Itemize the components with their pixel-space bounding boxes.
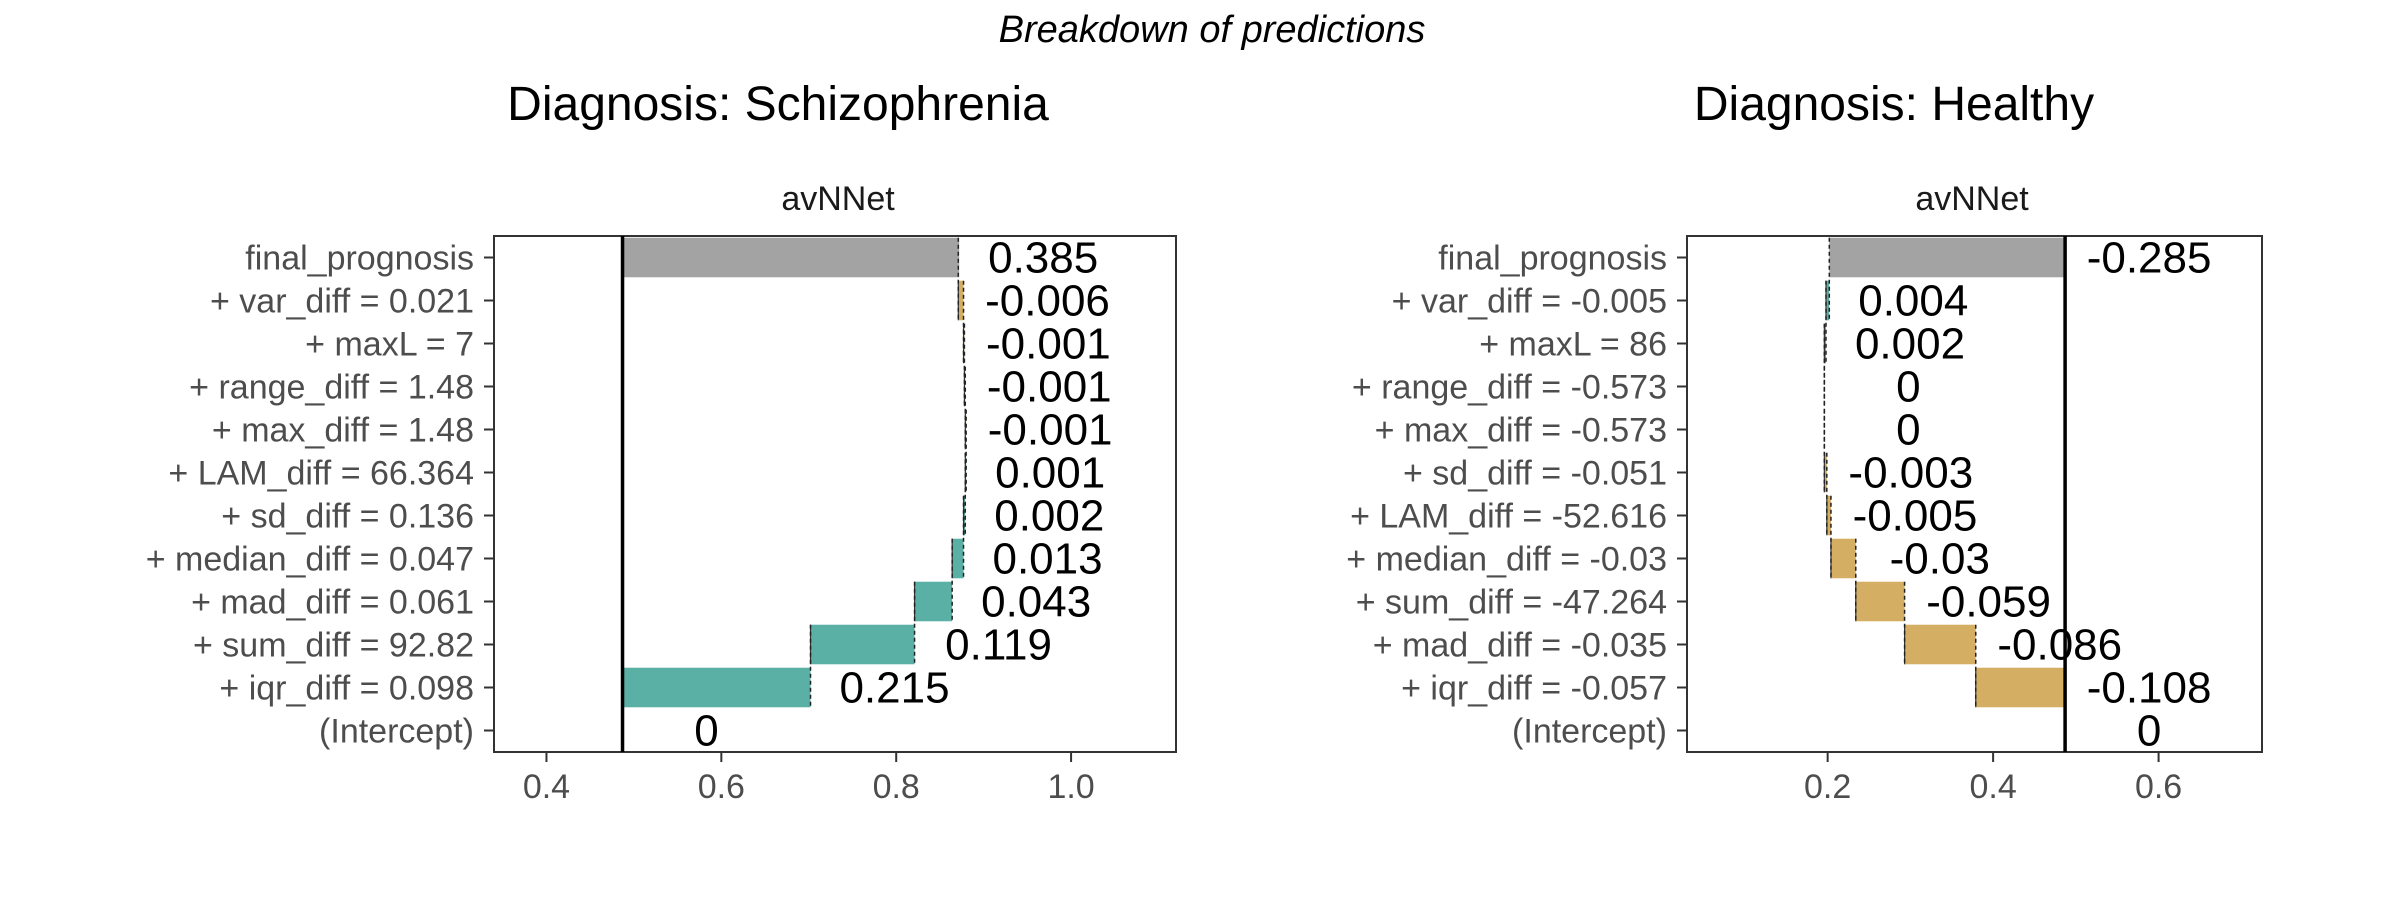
value-label: 0.119	[945, 621, 1052, 670]
y-tick-label: + sum_diff = 92.82	[193, 627, 474, 665]
bar-sum-diff-47-264	[1855, 581, 1905, 622]
y-tick-label: + sd_diff = 0.136	[221, 498, 474, 536]
strip-label-healthy: avNNet	[1915, 180, 2029, 218]
value-label: 0	[694, 707, 718, 756]
bar-mad-diff-0-035	[1904, 624, 1976, 665]
y-tick-label: + var_diff = 0.021	[210, 283, 474, 321]
x-tick-label: 1.0	[1047, 768, 1094, 806]
value-label: 0.043	[981, 578, 1091, 627]
x-tick-label: 0.4	[1969, 768, 2016, 806]
y-tick-label: + var_diff = -0.005	[1392, 283, 1667, 321]
value-label: 0	[1896, 406, 1920, 455]
y-tick-label: + median_diff = -0.03	[1346, 541, 1667, 579]
bar-final-prognosis	[622, 237, 960, 278]
panel-healthy: -0.2850.0040.00200-0.003-0.005-0.03-0.05…	[1346, 234, 2263, 806]
panel-frame	[493, 235, 1177, 753]
bar-var-diff-0-021	[958, 280, 964, 321]
x-tick-label: 0.4	[523, 768, 570, 806]
bar-lam-diff-52-616	[1826, 495, 1831, 536]
bar-mad-diff-0-061	[914, 581, 953, 622]
value-label: 0.013	[992, 535, 1102, 584]
value-label: 0.215	[839, 664, 949, 713]
bar-maxl-86	[1824, 323, 1826, 364]
figure-title: Breakdown of predictions	[999, 9, 1426, 51]
y-tick-label: + range_diff = 1.48	[189, 369, 474, 407]
y-tick-label: + max_diff = -0.573	[1375, 412, 1667, 450]
bar-sd-diff-0-136	[963, 495, 966, 536]
value-label: 0.001	[995, 449, 1105, 498]
bar-iqr-diff-0-057	[1975, 667, 2066, 708]
y-tick-label: + range_diff = -0.573	[1352, 369, 1667, 407]
x-tick-label: 0.2	[1804, 768, 1851, 806]
value-label: 0	[2137, 707, 2161, 756]
y-tick-label: + iqr_diff = -0.057	[1401, 670, 1667, 708]
y-tick-label: final_prognosis	[1438, 240, 1667, 278]
value-label: -0.108	[2087, 664, 2212, 713]
bar-sd-diff-0-051	[1824, 452, 1827, 493]
bar-var-diff-0-005	[1825, 280, 1830, 321]
value-label: -0.001	[988, 406, 1113, 455]
y-tick-label: (Intercept)	[1512, 713, 1667, 751]
y-tick-label: + LAM_diff = 66.364	[168, 455, 474, 493]
y-tick-label: + sd_diff = -0.051	[1403, 455, 1667, 493]
bar-sum-diff-92-82	[810, 624, 915, 665]
panel-title-schizophrenia: Diagnosis: Schizophrenia	[507, 78, 1049, 131]
y-tick-label: + LAM_diff = -52.616	[1350, 498, 1667, 536]
y-tick-label: + median_diff = 0.047	[146, 541, 474, 579]
y-tick-label: + maxL = 86	[1479, 326, 1667, 364]
panel-title-healthy: Diagnosis: Healthy	[1694, 78, 2094, 131]
y-tick-label: + max_diff = 1.48	[212, 412, 474, 450]
y-tick-label: + mad_diff = 0.061	[191, 584, 474, 622]
value-label: 0.004	[1858, 277, 1968, 326]
y-tick-label: final_prognosis	[245, 240, 474, 278]
value-label: -0.003	[1848, 449, 1973, 498]
value-label: 0.385	[988, 234, 1098, 283]
value-label: -0.285	[2087, 234, 2212, 283]
y-tick-label: + maxL = 7	[305, 326, 474, 364]
value-label: -0.005	[1853, 492, 1978, 541]
value-label: -0.006	[985, 277, 1110, 326]
x-tick-label: 0.6	[2135, 768, 2182, 806]
bar-median-diff-0-047	[952, 538, 964, 579]
value-label: 0.002	[994, 492, 1104, 541]
strip-label-schizophrenia: avNNet	[781, 180, 895, 218]
panel-frame	[1686, 235, 2263, 753]
x-tick-label: 0.8	[873, 768, 920, 806]
bar-iqr-diff-0-098	[622, 667, 811, 708]
y-tick-label: + mad_diff = -0.035	[1373, 627, 1667, 665]
y-tick-label: + iqr_diff = 0.098	[219, 670, 474, 708]
value-label: -0.03	[1890, 535, 1990, 584]
bar-median-diff-0-03	[1830, 538, 1856, 579]
panel-schizophrenia: 0.385-0.006-0.001-0.001-0.0010.0010.0020…	[146, 234, 1177, 806]
value-label: 0.002	[1855, 320, 1965, 369]
x-tick-label: 0.6	[698, 768, 745, 806]
y-tick-label: (Intercept)	[319, 713, 474, 751]
bar-final-prognosis	[1829, 237, 2066, 278]
value-label: -0.001	[987, 363, 1112, 412]
value-label: 0	[1896, 363, 1920, 412]
y-tick-label: + sum_diff = -47.264	[1356, 584, 1667, 622]
value-label: -0.001	[986, 320, 1111, 369]
value-label: -0.086	[1997, 621, 2122, 670]
value-label: -0.059	[1926, 578, 2051, 627]
